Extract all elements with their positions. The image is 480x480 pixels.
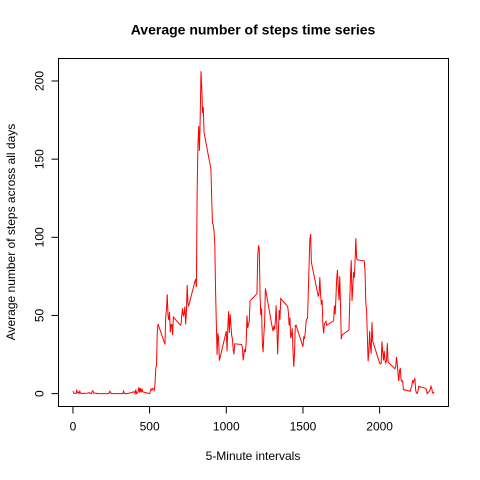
y-axis-label: Average number of steps across all days: [4, 124, 18, 341]
x-tick-label: 1500: [290, 420, 317, 434]
data-line: [72, 71, 435, 396]
x-tick-label: 0: [70, 420, 77, 434]
chart-title: Average number of steps time series: [131, 22, 376, 38]
y-tick-label: 150: [33, 149, 47, 169]
y-tick-label: 0: [33, 390, 47, 397]
x-axis-label: 5-Minute intervals: [206, 449, 301, 463]
y-tick-label: 200: [33, 71, 47, 91]
y-tick-label: 100: [33, 227, 47, 247]
x-tick-label: 500: [140, 420, 160, 434]
x-tick-label: 2000: [366, 420, 393, 434]
y-tick-label: 50: [33, 308, 47, 322]
x-tick-label: 1000: [213, 420, 240, 434]
